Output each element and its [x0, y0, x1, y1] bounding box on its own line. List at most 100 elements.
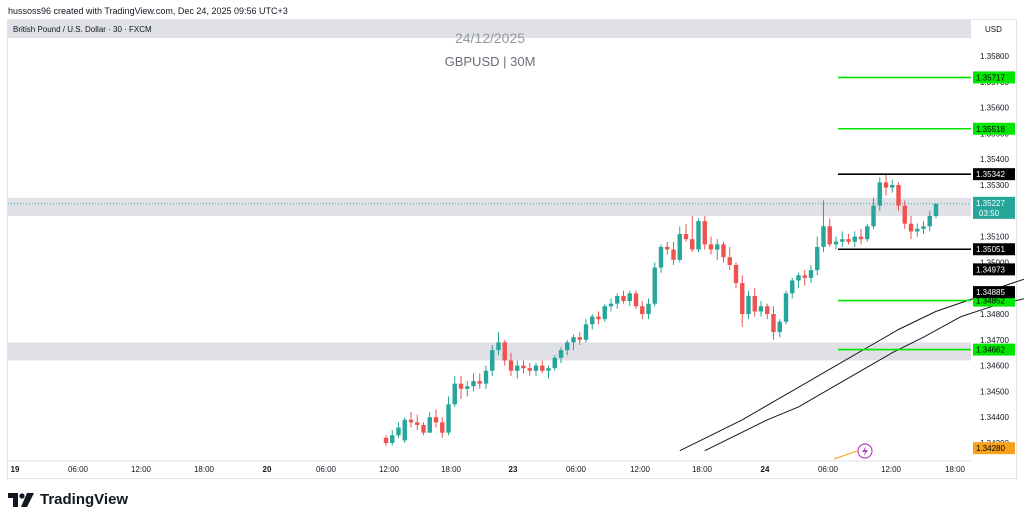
candle[interactable] — [565, 342, 570, 351]
candle[interactable] — [458, 383, 464, 389]
candle[interactable] — [796, 275, 801, 281]
candle[interactable] — [452, 383, 457, 405]
candle[interactable] — [440, 422, 445, 433]
candle[interactable] — [821, 226, 826, 247]
candle[interactable] — [590, 316, 595, 325]
candle[interactable] — [721, 244, 726, 258]
candle[interactable] — [933, 203, 939, 216]
candle[interactable] — [527, 368, 532, 371]
candle[interactable] — [852, 236, 857, 242]
candle[interactable] — [446, 404, 451, 433]
candle[interactable] — [646, 303, 651, 314]
candle[interactable] — [421, 424, 426, 433]
candle[interactable] — [783, 293, 789, 322]
candle[interactable] — [865, 226, 870, 240]
candle[interactable] — [471, 381, 476, 387]
candle[interactable] — [583, 324, 589, 340]
candle[interactable] — [396, 427, 401, 436]
candle[interactable] — [790, 280, 795, 294]
chart-frame — [7, 19, 1017, 479]
candle[interactable] — [815, 246, 820, 271]
candle[interactable] — [727, 257, 732, 265]
candle[interactable] — [677, 234, 682, 260]
candle[interactable] — [908, 223, 914, 232]
indicator-price-tag-text: 1.34973 — [976, 265, 1005, 274]
candle[interactable] — [427, 417, 432, 433]
candle[interactable] — [621, 295, 626, 302]
candle[interactable] — [890, 185, 895, 188]
candle[interactable] — [521, 365, 526, 369]
candle[interactable] — [802, 275, 807, 278]
x-tick-label: 18:00 — [945, 465, 966, 474]
candle[interactable] — [765, 306, 770, 314]
candle[interactable] — [615, 295, 620, 304]
candle[interactable] — [733, 264, 739, 284]
candle[interactable] — [683, 234, 689, 240]
candle[interactable] — [490, 350, 495, 371]
candle[interactable] — [696, 221, 701, 250]
candle[interactable] — [390, 435, 395, 443]
currency-label[interactable]: USD — [985, 25, 1002, 34]
candle[interactable] — [402, 419, 407, 441]
candle[interactable] — [496, 342, 501, 351]
candle[interactable] — [752, 295, 757, 312]
candle[interactable] — [627, 293, 632, 302]
candle[interactable] — [883, 182, 889, 188]
candle[interactable] — [465, 386, 470, 389]
y-tick-label: 1.34700 — [980, 336, 1009, 345]
candle[interactable] — [740, 283, 745, 314]
candle[interactable] — [758, 306, 764, 312]
candle[interactable] — [746, 295, 751, 314]
candle[interactable] — [502, 342, 507, 361]
candle[interactable] — [552, 357, 557, 369]
candle[interactable] — [546, 368, 551, 371]
candle[interactable] — [483, 370, 489, 384]
candle[interactable] — [808, 270, 814, 278]
candle[interactable] — [927, 215, 932, 227]
candle[interactable] — [671, 249, 676, 260]
candle[interactable] — [640, 306, 645, 314]
x-tick-label: 19 — [11, 465, 20, 474]
candle[interactable] — [515, 365, 520, 371]
candle[interactable] — [708, 244, 714, 250]
candle[interactable] — [665, 246, 670, 250]
candle[interactable] — [383, 437, 389, 443]
candle[interactable] — [715, 244, 720, 250]
brand[interactable]: TradingView — [8, 491, 128, 508]
alert-icon[interactable] — [833, 443, 873, 460]
candle[interactable] — [408, 419, 414, 423]
candle[interactable] — [652, 267, 657, 304]
candle[interactable] — [658, 246, 664, 268]
brand-name: TradingView — [40, 491, 129, 508]
candle[interactable] — [571, 337, 576, 343]
candle[interactable] — [777, 321, 782, 333]
candle[interactable] — [596, 316, 601, 320]
candle[interactable] — [896, 185, 901, 206]
candle[interactable] — [827, 226, 832, 245]
candle[interactable] — [921, 226, 926, 229]
candle[interactable] — [540, 365, 545, 371]
candle[interactable] — [608, 303, 614, 307]
candle[interactable] — [840, 239, 845, 242]
candle[interactable] — [915, 228, 920, 232]
candle[interactable] — [577, 337, 582, 340]
candle[interactable] — [833, 241, 839, 245]
candle[interactable] — [602, 306, 607, 320]
candle[interactable] — [433, 417, 439, 423]
candle[interactable] — [477, 381, 482, 384]
candle[interactable] — [902, 205, 907, 224]
candle[interactable] — [871, 205, 876, 227]
candle[interactable] — [633, 293, 639, 307]
candle[interactable] — [846, 239, 851, 242]
candle[interactable] — [533, 365, 539, 371]
candle[interactable] — [858, 236, 864, 240]
candle[interactable] — [508, 360, 514, 371]
candle[interactable] — [702, 221, 707, 245]
candle[interactable] — [690, 239, 695, 250]
candle[interactable] — [771, 314, 776, 333]
candle[interactable] — [877, 182, 882, 206]
candle[interactable] — [415, 422, 420, 425]
symbol-info[interactable]: British Pound / U.S. Dollar · 30 · FXCM — [13, 25, 152, 34]
candle[interactable] — [558, 350, 564, 358]
